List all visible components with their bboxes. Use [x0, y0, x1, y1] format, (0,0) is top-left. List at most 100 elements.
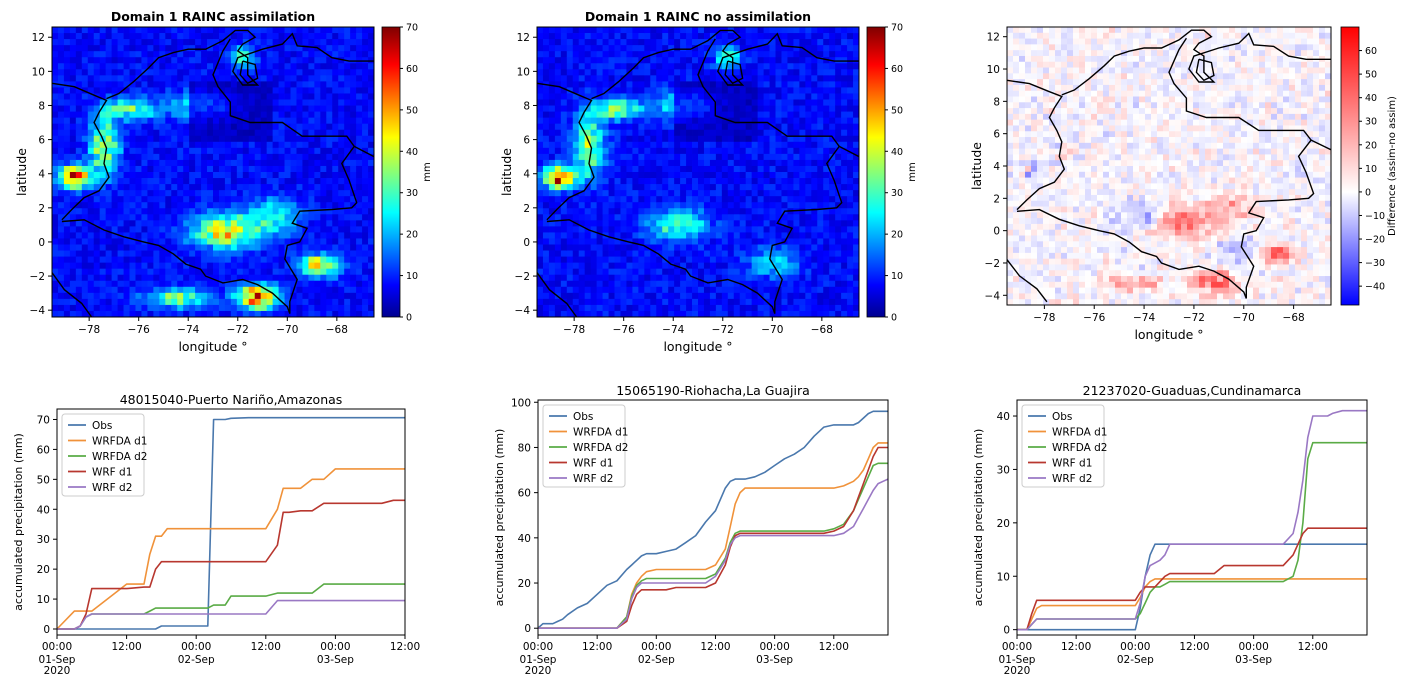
- map-cell: [751, 99, 759, 106]
- map-cell: [272, 238, 279, 245]
- map-cell: [159, 33, 166, 40]
- map-cell: [105, 39, 113, 46]
- country-border: [212, 38, 358, 314]
- map-cell: [105, 123, 113, 131]
- map-cell: [680, 184, 687, 191]
- map-cell: [224, 57, 232, 64]
- map-cell: [344, 226, 351, 233]
- map-cell: [284, 202, 291, 209]
- map-cell: [698, 147, 705, 155]
- map-cell: [626, 310, 633, 318]
- map-cell: [566, 135, 574, 143]
- map-cell: [638, 111, 645, 119]
- map-cell: [99, 45, 107, 52]
- map-cell: [656, 27, 663, 34]
- map-cell: [236, 274, 244, 282]
- map-cell: [686, 147, 693, 155]
- map-cell: [578, 99, 586, 106]
- map-cell: [733, 57, 741, 64]
- map-cell: [542, 226, 550, 233]
- map-cell: [314, 99, 321, 106]
- map-cell: [218, 214, 226, 221]
- map-cell: [727, 214, 735, 221]
- map-cell: [644, 39, 651, 46]
- map-cell: [560, 232, 568, 239]
- map-cell: [733, 238, 741, 245]
- map-cell: [739, 226, 747, 233]
- map-cell: [117, 238, 124, 245]
- map-cell: [105, 27, 113, 34]
- map-cell: [356, 244, 363, 251]
- map-cell: [602, 178, 609, 185]
- map-cell: [775, 238, 782, 245]
- map-cell: [680, 87, 687, 94]
- map-cell: [554, 159, 562, 167]
- map-cell: [620, 226, 627, 233]
- map-cell: [799, 33, 806, 40]
- map-cell: [350, 184, 357, 191]
- map-cell: [781, 286, 788, 294]
- map-cell: [650, 75, 657, 82]
- map-cell: [344, 27, 351, 34]
- map-cell: [254, 93, 262, 100]
- map-cell: [177, 111, 184, 119]
- map-cell: [111, 33, 118, 40]
- map-cell: [129, 190, 136, 197]
- map-cell: [183, 220, 190, 227]
- map-cell: [608, 57, 615, 64]
- map-cell: [703, 147, 711, 155]
- map-cell: [680, 159, 687, 167]
- map-cell: [596, 123, 603, 131]
- map-cell: [554, 214, 562, 221]
- map-cell: [662, 208, 669, 215]
- map-cell: [195, 226, 202, 233]
- map-cell: [350, 172, 357, 179]
- map-cell: [350, 220, 357, 227]
- map-cell: [189, 105, 196, 112]
- map-cell: [320, 232, 327, 239]
- map-cell: [165, 135, 172, 143]
- map-cell: [632, 159, 639, 167]
- map-cell: [278, 33, 285, 40]
- map-cell: [554, 39, 562, 46]
- map-cell: [344, 298, 351, 306]
- map-cell: [715, 184, 723, 191]
- map-cell: [129, 286, 136, 294]
- map-cell: [236, 129, 244, 137]
- map-cell: [230, 39, 238, 46]
- map-cell: [242, 268, 250, 276]
- map-cell: [165, 214, 172, 221]
- map-cell: [793, 286, 800, 294]
- map-cell: [733, 135, 741, 143]
- map-cell: [266, 27, 274, 34]
- map-cell: [272, 256, 279, 264]
- map-cell: [674, 111, 681, 119]
- map-cell: [656, 57, 663, 64]
- map-cell: [811, 165, 818, 173]
- map-cell: [350, 93, 357, 100]
- map-cell: [201, 292, 208, 300]
- map-cell: [537, 57, 544, 64]
- map-cell: [290, 159, 297, 167]
- map-cell: [769, 184, 776, 191]
- map-cell: [763, 39, 770, 46]
- map-cell: [195, 298, 202, 306]
- map-cell: [626, 244, 633, 251]
- map-cell: [566, 226, 574, 233]
- map-cell: [698, 256, 705, 264]
- map-cell: [81, 184, 89, 191]
- map-cell: [763, 190, 770, 197]
- map-cell: [368, 172, 375, 179]
- map-cell: [578, 184, 586, 191]
- map-cell: [537, 196, 544, 203]
- map-cell: [632, 274, 639, 282]
- map-cell: [554, 93, 562, 100]
- map-cell: [177, 280, 184, 288]
- map-cell: [278, 286, 285, 294]
- map-cell: [368, 141, 375, 149]
- map-cell: [105, 178, 113, 185]
- map-cell: [159, 238, 166, 245]
- map-cell: [81, 99, 89, 106]
- map-cell: [117, 27, 124, 34]
- map-cell: [99, 250, 107, 257]
